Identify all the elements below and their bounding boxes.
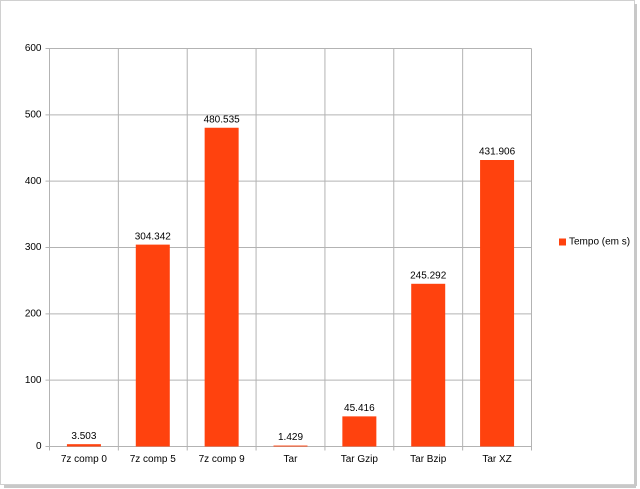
data-label: 45.416 [344, 403, 375, 414]
y-tick-label: 0 [36, 441, 42, 452]
data-label: 431.906 [479, 147, 516, 158]
y-tick-label: 200 [25, 308, 42, 319]
y-tick-label: 400 [25, 176, 42, 187]
legend-swatch [559, 238, 566, 246]
x-tick-label: Tar Gzip [341, 454, 379, 465]
data-label: 245.292 [410, 270, 447, 281]
data-label: 304.342 [135, 231, 172, 242]
y-tick-label: 500 [25, 109, 42, 120]
bar [273, 445, 308, 447]
bar [342, 416, 377, 447]
x-tick-label: 7z comp 0 [61, 454, 108, 465]
data-label: 3.503 [71, 431, 96, 442]
bar [411, 283, 446, 447]
bar [204, 127, 239, 447]
data-label: 1.429 [278, 432, 303, 443]
legend-label: Tempo (em s) [569, 237, 630, 248]
x-tick-label: Tar XZ [482, 454, 511, 465]
bar [135, 244, 170, 447]
x-tick-label: Tar Bzip [410, 454, 447, 465]
x-tick-label: 7z comp 9 [199, 454, 246, 465]
bar [66, 444, 101, 447]
bar [480, 160, 515, 447]
y-tick-label: 600 [25, 43, 42, 54]
y-tick-label: 300 [25, 242, 42, 253]
x-tick-label: 7z comp 5 [130, 454, 177, 465]
data-label: 480.535 [204, 114, 241, 125]
y-tick-label: 100 [25, 375, 42, 386]
x-tick-label: Tar [284, 454, 299, 465]
